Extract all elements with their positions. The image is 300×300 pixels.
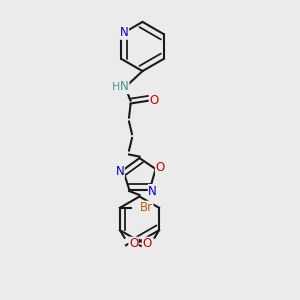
- Text: Br: Br: [140, 201, 153, 214]
- Text: N: N: [116, 165, 124, 178]
- Text: H: H: [112, 82, 120, 92]
- Text: N: N: [148, 184, 157, 198]
- Text: O: O: [129, 237, 138, 250]
- Text: O: O: [149, 94, 158, 107]
- Text: N: N: [120, 80, 129, 94]
- Text: N: N: [120, 26, 129, 39]
- Text: O: O: [142, 237, 152, 250]
- Text: O: O: [155, 161, 165, 174]
